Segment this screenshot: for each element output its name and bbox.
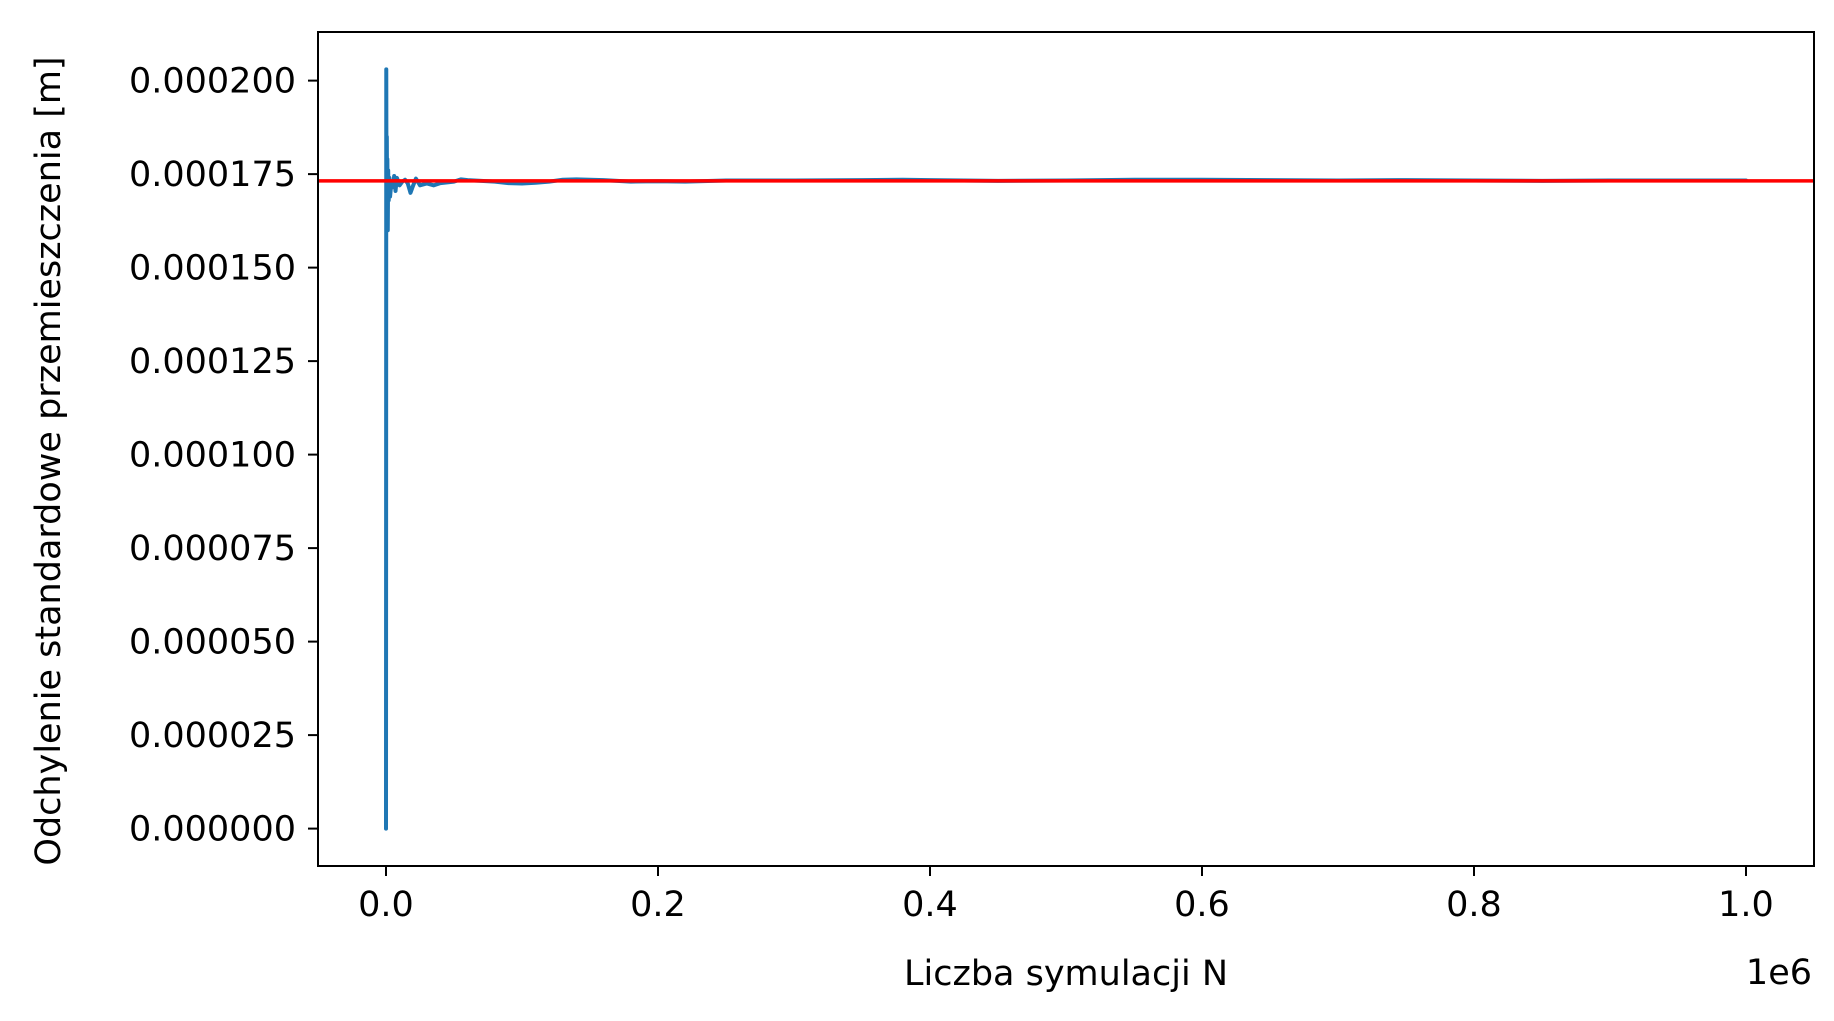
x-tick-label: 0.2 <box>630 885 686 925</box>
y-tick-label: 0.000050 <box>129 623 296 663</box>
y-tick-label: 0.000150 <box>129 249 296 289</box>
plot-area <box>317 31 1815 867</box>
y-axis-label: Odchylenie standardowe przemieszczenia [… <box>29 56 69 865</box>
y-tick-label: 0.000075 <box>129 529 296 569</box>
x-tick-label: 0.8 <box>1446 885 1502 925</box>
y-axis: 0.000000 0.000025 0.000050 0.000075 0.000100… <box>129 62 318 850</box>
x-axis: 0.0 0.2 0.4 0.6 0.8 1.0 <box>358 866 1774 925</box>
axes-frame <box>317 31 1815 867</box>
series-line-0 <box>384 67 1748 831</box>
y-tick-label: 0.000200 <box>129 62 296 102</box>
y-tick-label: 0.000175 <box>129 155 296 195</box>
x-tick-label: 0.4 <box>902 885 958 925</box>
y-tick-label: 0.000000 <box>129 810 296 850</box>
x-tick-label: 1.0 <box>1718 885 1774 925</box>
y-tick-label: 0.000025 <box>129 716 296 756</box>
x-axis-offset-label: 1e6 <box>1746 953 1812 993</box>
y-tick-label: 0.000100 <box>129 436 296 476</box>
x-axis-label: Liczba symulacji N <box>904 954 1228 994</box>
x-tick-label: 0.6 <box>1174 885 1230 925</box>
x-tick-label: 0.0 <box>358 885 414 925</box>
y-tick-label: 0.000125 <box>129 342 296 382</box>
